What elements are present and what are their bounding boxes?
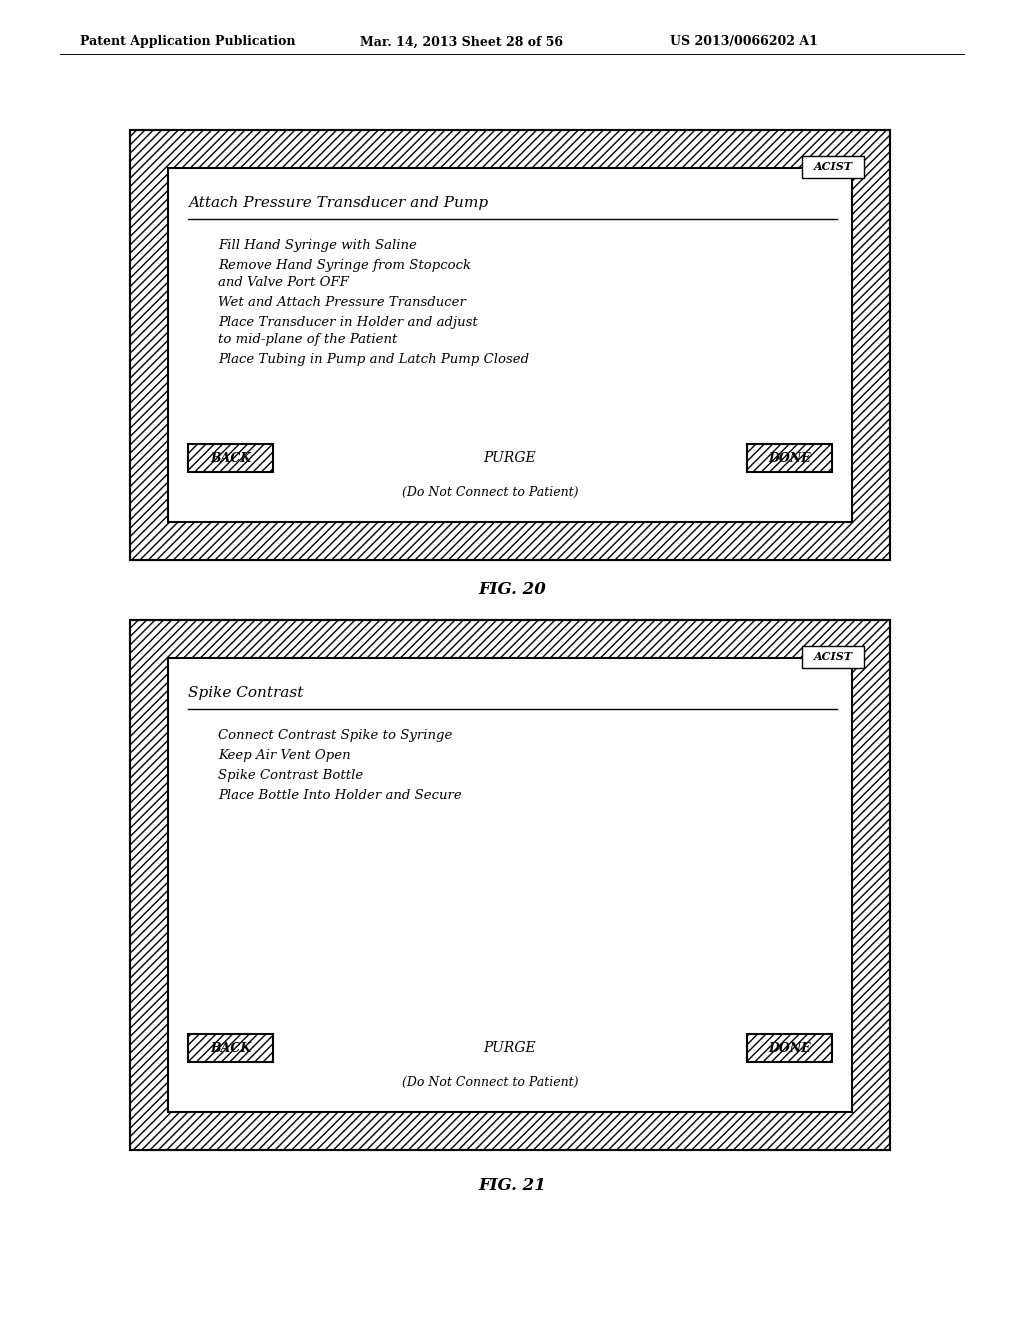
Text: Wet and Attach Pressure Transducer: Wet and Attach Pressure Transducer (218, 296, 466, 309)
Text: PURGE: PURGE (483, 451, 537, 465)
Text: DONE: DONE (768, 1041, 811, 1055)
Bar (746, 444, 831, 473)
Bar (130, 620, 890, 1150)
Bar (130, 129, 890, 560)
Text: (Do Not Connect to Patient): (Do Not Connect to Patient) (401, 1076, 579, 1089)
Text: BACK: BACK (210, 451, 251, 465)
Text: Place Transducer in Holder and adjust: Place Transducer in Holder and adjust (218, 315, 478, 329)
Text: BACK: BACK (210, 1041, 251, 1055)
Text: Patent Application Publication: Patent Application Publication (80, 36, 296, 49)
Text: US 2013/0066202 A1: US 2013/0066202 A1 (670, 36, 818, 49)
Text: Keep Air Vent Open: Keep Air Vent Open (218, 748, 350, 762)
Bar (168, 168, 852, 521)
Text: ACIST: ACIST (813, 161, 853, 173)
Text: FIG. 21: FIG. 21 (478, 1176, 546, 1193)
Text: Spike Contrast: Spike Contrast (188, 686, 303, 700)
Text: FIG. 20: FIG. 20 (478, 582, 546, 598)
Text: (Do Not Connect to Patient): (Do Not Connect to Patient) (401, 486, 579, 499)
Text: and Valve Port OFF: and Valve Port OFF (218, 276, 349, 289)
Bar (802, 156, 864, 178)
Bar (746, 1034, 831, 1063)
Text: to mid-plane of the Patient: to mid-plane of the Patient (218, 333, 397, 346)
Bar (188, 444, 273, 473)
Text: Mar. 14, 2013 Sheet 28 of 56: Mar. 14, 2013 Sheet 28 of 56 (360, 36, 563, 49)
Text: PURGE: PURGE (483, 1041, 537, 1055)
Text: ACIST: ACIST (813, 652, 853, 663)
Bar (168, 657, 852, 1111)
Bar (802, 645, 864, 668)
Text: Place Tubing in Pump and Latch Pump Closed: Place Tubing in Pump and Latch Pump Clos… (218, 352, 529, 366)
Bar (188, 1034, 273, 1063)
Text: Connect Contrast Spike to Syringe: Connect Contrast Spike to Syringe (218, 729, 453, 742)
Text: Attach Pressure Transducer and Pump: Attach Pressure Transducer and Pump (188, 195, 488, 210)
Text: Spike Contrast Bottle: Spike Contrast Bottle (218, 770, 364, 781)
Bar (130, 129, 890, 560)
Text: Remove Hand Syringe from Stopcock: Remove Hand Syringe from Stopcock (218, 259, 471, 272)
Text: Place Bottle Into Holder and Secure: Place Bottle Into Holder and Secure (218, 789, 462, 803)
Text: Fill Hand Syringe with Saline: Fill Hand Syringe with Saline (218, 239, 417, 252)
Bar (130, 620, 890, 1150)
Text: DONE: DONE (768, 451, 811, 465)
